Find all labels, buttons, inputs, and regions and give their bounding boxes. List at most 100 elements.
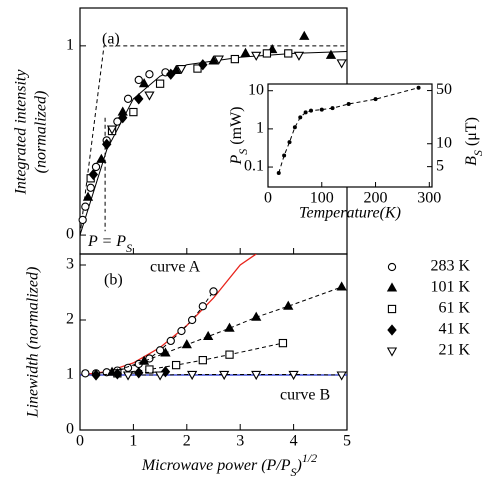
panel-label: (a) [102,31,120,48]
y2-axis-label: BS (μT) [463,117,485,166]
marker [78,215,87,225]
marker [160,347,171,357]
legend-label: 61 K [438,300,470,317]
x-tick-label: 0 [264,190,272,207]
point [373,97,378,102]
y2-axis-label-part: S [471,150,485,156]
marker [278,338,288,348]
point [319,107,324,112]
series-line [117,342,284,374]
y2-tick-label: 5 [436,157,444,174]
marker [193,64,202,73]
marker [336,371,347,381]
marker [203,330,214,341]
y-tick-label: 0 [66,421,74,438]
marker [155,346,165,355]
y2-axis-label-part: (μT) [463,117,480,150]
annotation-part: P = P [87,233,126,250]
marker [230,54,240,64]
marker [251,370,262,381]
legend-label: 101 K [430,279,470,296]
marker [251,51,262,61]
point [282,153,287,158]
y-tick-label: 10 [248,81,264,98]
marker [219,370,230,381]
y-axis-label-part: P [228,154,245,165]
marker [81,202,90,211]
marker [145,70,154,79]
y-tick-label: 2 [66,311,74,328]
x-tick-label: 200 [364,190,388,207]
marker [122,371,134,381]
annotation: P = PS [87,233,132,255]
inset-background [268,84,432,187]
point [298,115,303,120]
marker [208,55,219,65]
y-axis-label: PS (mW) [228,107,250,166]
marker [166,68,176,80]
y-tick-label: 1 [256,120,264,137]
point [346,101,351,106]
marker [336,281,347,291]
marker [224,322,235,332]
x-tick-label: 3 [236,433,244,450]
y-axis-label-part: (mW) [228,107,245,149]
marker [86,183,95,192]
marker [336,59,347,69]
point [330,106,335,111]
marker [155,79,165,88]
curve-label: curve B [280,387,330,404]
marker [91,369,101,381]
marker [325,49,337,59]
marker [144,91,155,101]
panel-label: (b) [104,272,123,289]
curve-label: curve A [150,259,201,276]
y-tick-label: 1 [66,37,74,54]
model-line [79,45,347,236]
legend-marker [387,304,397,314]
y-axis-label: (normalized) [33,91,50,174]
inset-line [278,87,419,174]
marker [134,75,143,85]
marker [145,365,154,374]
marker [187,315,197,325]
legend-label: 41 K [438,321,470,338]
marker [91,162,101,172]
marker [134,367,144,379]
marker [88,168,99,181]
marker [251,311,262,321]
marker [225,350,234,359]
marker [118,112,128,124]
marker [299,30,310,40]
x-axis-label-part: Microwave power (P/P [141,457,291,474]
point [276,170,281,175]
marker [198,59,208,71]
series-line [95,371,166,376]
y-tick-label: 1 [66,366,74,383]
plot-frame [267,83,433,188]
marker [198,302,207,311]
x-axis-label-part: S [291,465,297,479]
marker [293,51,305,61]
x-tick-label: 100 [310,190,334,207]
marker [288,370,299,381]
point [292,125,297,130]
marker [154,371,166,381]
marker [96,153,107,163]
point [309,108,314,113]
y2-tick-label: 10 [436,134,452,151]
x-tick-label: 1 [129,433,137,450]
marker [134,93,144,105]
plot-frame [79,253,348,431]
x-tick-label: 5 [343,433,351,450]
marker [198,355,207,365]
marker [171,360,181,370]
marker [166,336,175,346]
x-tick-label: 2 [183,433,191,450]
y-axis-label: Integrated intensity [13,69,30,196]
marker [123,94,133,103]
marker [262,49,272,58]
legend-marker [387,262,397,272]
legend-marker [386,347,398,357]
